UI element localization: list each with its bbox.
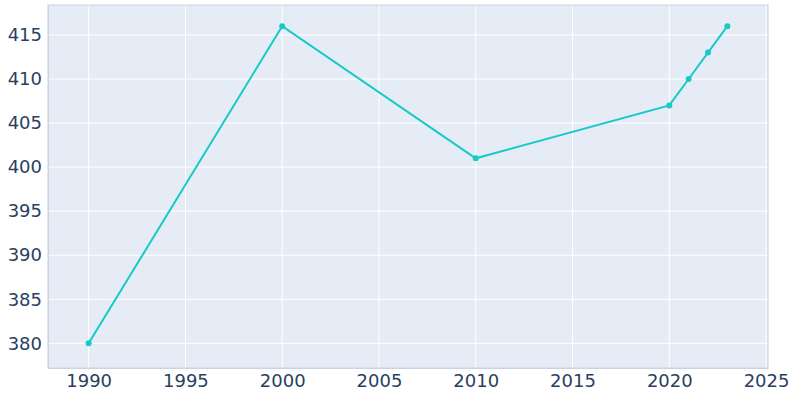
y-tick: 410 <box>8 68 48 89</box>
y-tick: 390 <box>8 244 48 265</box>
y-tick-label: 410 <box>8 68 42 89</box>
x-tick-label: 1995 <box>163 370 209 391</box>
y-tick: 385 <box>8 289 48 310</box>
x-tick: 1990 <box>66 368 112 391</box>
x-tick: 1995 <box>163 368 209 391</box>
point <box>86 340 92 346</box>
y-tick: 415 <box>8 24 48 45</box>
x-tick-label: 1990 <box>66 370 112 391</box>
grid-line-x <box>282 5 283 368</box>
point <box>724 23 730 29</box>
grid-line-y <box>48 79 768 80</box>
chart: 1990 1995 2000 2005 2010 2015 2020 2025 380 385 39… <box>0 0 800 400</box>
y-tick-label: 405 <box>8 112 42 133</box>
y-axis: 380 385 390 395 400 405 410 415 <box>8 6 49 369</box>
x-tick-label: 2025 <box>744 370 790 391</box>
x-tick-label: 2005 <box>357 370 403 391</box>
x-axis: 1990 1995 2000 2005 2010 2015 2020 2025 <box>49 368 790 391</box>
y-tick-label: 395 <box>8 200 42 221</box>
y-tick: 380 <box>8 333 48 354</box>
x-tick: 2020 <box>647 368 693 391</box>
point <box>686 76 692 82</box>
y-tick: 395 <box>8 200 48 221</box>
line <box>89 26 728 343</box>
grid-line-x <box>88 5 89 368</box>
grid-line-x <box>475 5 476 368</box>
y-tick-label: 400 <box>8 156 42 177</box>
grid-line-y <box>48 34 768 35</box>
plot-background <box>48 5 768 368</box>
grid-line-y <box>48 343 768 344</box>
x-tick-label: 2000 <box>260 370 306 391</box>
x-tick: 2000 <box>260 368 306 391</box>
grid-line-x <box>378 5 379 368</box>
point <box>279 23 285 29</box>
series <box>86 23 731 346</box>
x-tick: 2005 <box>357 368 403 391</box>
y-tick-label: 390 <box>8 244 42 265</box>
x-tick: 2010 <box>453 368 499 391</box>
grid-line-x <box>669 5 670 368</box>
point <box>473 155 479 161</box>
grid-line-y <box>48 167 768 168</box>
grid-line-x <box>572 5 573 368</box>
grid-line-y <box>48 255 768 256</box>
grid-line-y <box>48 299 768 300</box>
y-tick: 405 <box>8 112 48 133</box>
x-tick-label: 2015 <box>550 370 596 391</box>
plot-frame <box>48 5 768 368</box>
y-tick-label: 385 <box>8 289 42 310</box>
x-tick-label: 2020 <box>647 370 693 391</box>
x-tick: 2025 <box>744 368 790 391</box>
grid <box>48 5 768 368</box>
y-tick: 400 <box>8 156 48 177</box>
x-tick-label: 2010 <box>453 370 499 391</box>
y-tick-label: 380 <box>8 333 42 354</box>
grid-line-y <box>48 123 768 124</box>
point <box>666 102 672 108</box>
x-tick: 2015 <box>550 368 596 391</box>
plot: 1990 1995 2000 2005 2010 2015 2020 2025 380 385 39… <box>8 5 790 391</box>
grid-line-y <box>48 211 768 212</box>
y-tick-label: 415 <box>8 24 42 45</box>
grid-line-x <box>766 5 767 368</box>
point <box>705 50 711 56</box>
